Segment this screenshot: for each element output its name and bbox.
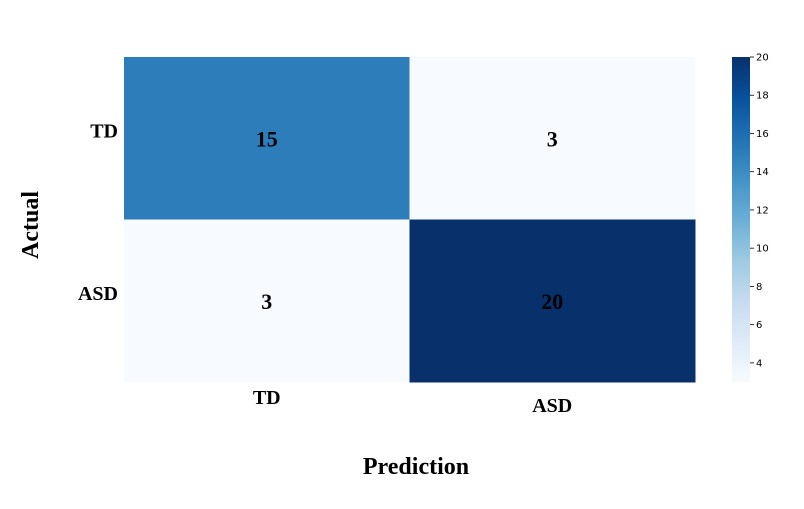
colorbar-tick-label: 16 xyxy=(756,129,769,140)
x-tick-labels: TD ASD xyxy=(253,387,572,417)
heatmap-cell xyxy=(124,219,410,383)
colorbar-tick-label: 18 xyxy=(756,91,769,102)
cell-value-label: 20 xyxy=(541,289,563,314)
cell-value-label: 15 xyxy=(256,126,278,151)
colorbar-tick-label: 14 xyxy=(756,167,769,178)
y-tick-label: ASD xyxy=(78,283,118,305)
colorbar-tick-label: 12 xyxy=(756,205,769,216)
cell-value-label: 3 xyxy=(261,289,272,314)
colorbar xyxy=(732,57,750,382)
x-axis-label: Prediction xyxy=(363,454,469,480)
heatmap-cells xyxy=(124,57,696,383)
x-tick-label: ASD xyxy=(532,395,572,417)
heatmap-cell xyxy=(409,219,696,383)
colorbar-tick-label: 10 xyxy=(756,244,769,255)
colorbar-tick-label: 6 xyxy=(756,320,762,331)
colorbar-tick-label: 20 xyxy=(756,53,769,64)
colorbar-tick-label: 4 xyxy=(756,358,762,369)
cell-value-label: 3 xyxy=(547,126,558,151)
y-tick-labels: TD ASD xyxy=(78,120,118,305)
heatmap-cell xyxy=(124,57,410,220)
x-tick-label: TD xyxy=(253,387,281,409)
colorbar-ticks: 4 6 8 10 12 14 16 18 20 xyxy=(750,53,769,369)
heatmap-cell xyxy=(409,57,696,220)
colorbar-tick-label: 8 xyxy=(756,282,762,293)
y-axis-label: Actual xyxy=(18,191,44,259)
heatmap-cell-labels: 15 3 3 20 xyxy=(256,126,564,314)
y-tick-label: TD xyxy=(90,120,118,142)
